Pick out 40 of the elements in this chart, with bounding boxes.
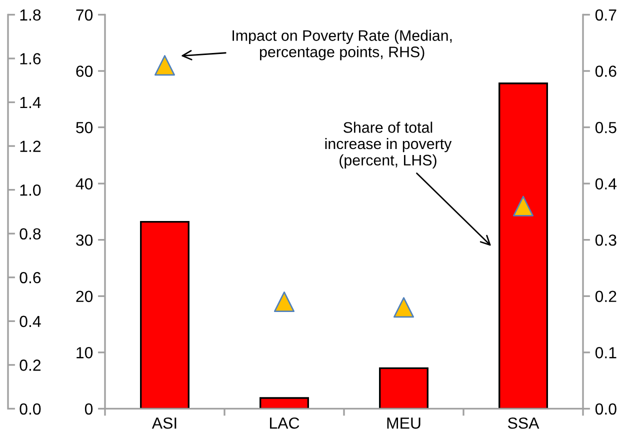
y-tick-label: 20: [76, 290, 93, 302]
x-tick-label: ASI: [152, 417, 176, 429]
bar: [379, 367, 428, 409]
y3-tick-label: 0.4: [20, 316, 41, 328]
x-tick-label: MEU: [387, 418, 420, 429]
point: [154, 55, 176, 76]
y-tick-label: 60: [76, 66, 93, 77]
y2-tick-label: 0.2: [595, 290, 616, 302]
y-tick-label: 70: [76, 9, 93, 21]
y2-tick-label: 0.1: [595, 347, 616, 358]
y3-tick-label: 1.2: [20, 140, 41, 152]
y2-tick-label: 0.4: [595, 178, 617, 190]
bar: [260, 397, 309, 409]
y-tick-label: 50: [76, 122, 93, 134]
y3-tick-label: 1.6: [20, 53, 41, 64]
y2-tick-label: 0.6: [595, 66, 616, 77]
y3-tick-label: 1.0: [20, 184, 41, 196]
point: [393, 297, 414, 318]
y2-tick-label: 0.3: [595, 234, 616, 246]
y-tick-label: 40: [76, 178, 93, 190]
annotation: Share of total increase in poverty (percent, LHS): [325, 122, 452, 169]
x-tick-label: SSA: [508, 417, 540, 429]
annotation: Impact on Poverty Rate (Median, percentage points, RHS): [232, 30, 452, 60]
y3-tick-label: 0.8: [20, 228, 41, 240]
point: [512, 196, 534, 216]
y-tick-label: 0: [84, 403, 93, 415]
bar: [498, 82, 548, 409]
y2-tick-label: 0.5: [595, 122, 616, 134]
y3-tick-label: 0.0: [20, 403, 41, 415]
y3-tick-label: 0.6: [20, 272, 41, 284]
y2-tick-label: 0.0: [595, 403, 616, 415]
y2-tick-label: 0.7: [595, 9, 616, 21]
bar: [140, 220, 190, 409]
y-tick-label: 10: [76, 347, 93, 358]
y-tick-label: 30: [76, 234, 93, 246]
point: [274, 291, 295, 312]
x-tick-label: LAC: [270, 417, 300, 429]
y3-tick-label: 0.2: [20, 360, 41, 371]
y3-tick-label: 1.8: [20, 9, 41, 21]
y3-tick-label: 1.4: [20, 97, 41, 108]
